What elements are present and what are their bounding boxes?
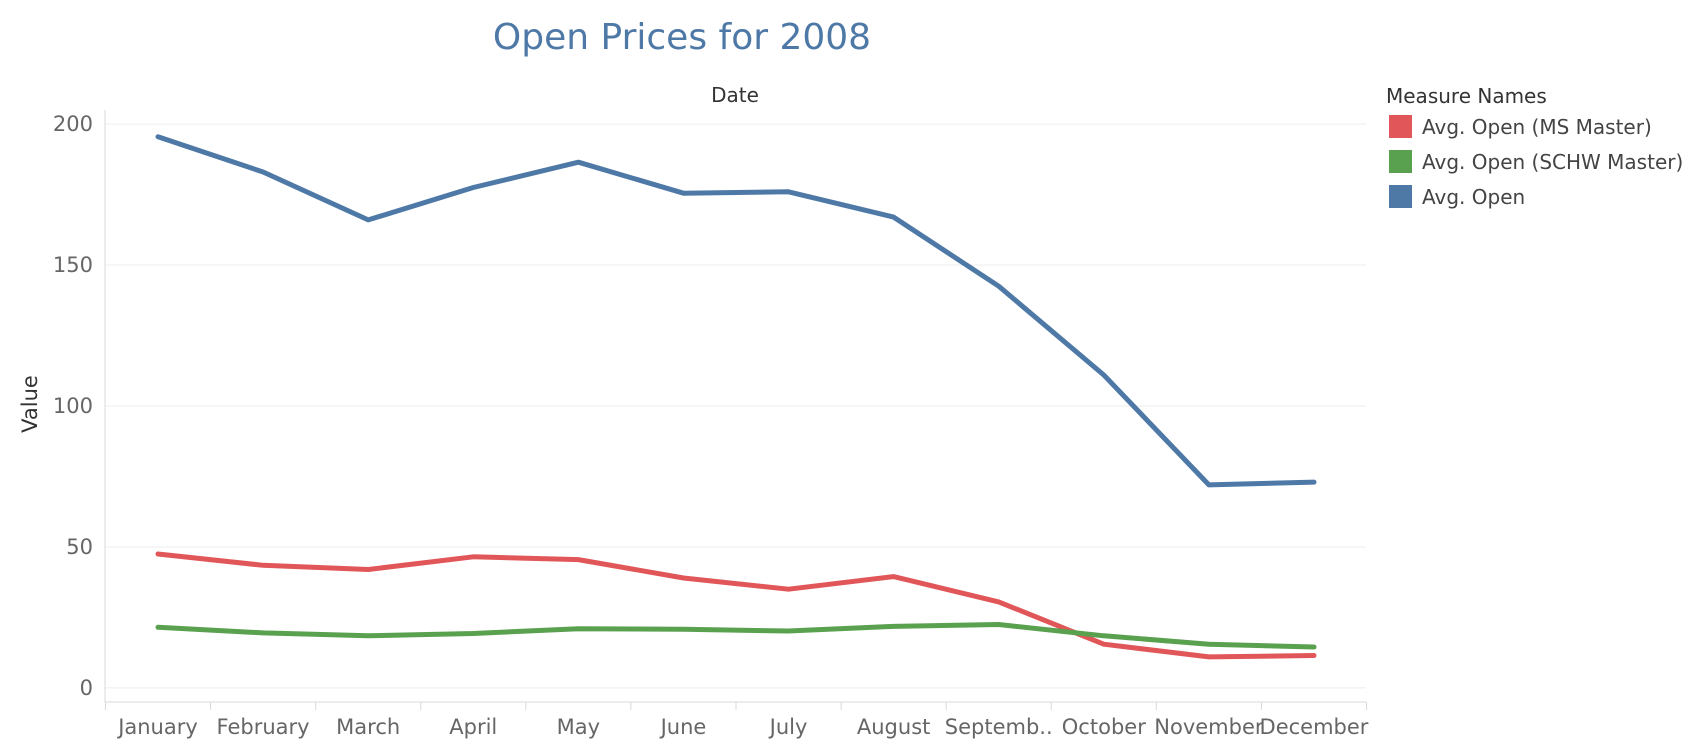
y-axis-label: Value xyxy=(18,375,42,433)
x-tick-label: March xyxy=(336,715,400,739)
y-tick-label: 0 xyxy=(80,676,93,700)
legend-label-1: Avg. Open (SCHW Master) xyxy=(1422,150,1683,174)
legend-swatch-0 xyxy=(1389,115,1412,138)
chart-title: Open Prices for 2008 xyxy=(493,17,871,58)
series-line-2 xyxy=(155,134,1317,488)
y-tick-label: 50 xyxy=(66,535,93,559)
y-tick-label: 150 xyxy=(53,253,93,277)
x-tick-label: October xyxy=(1062,715,1146,739)
series-line-1 xyxy=(155,622,1317,650)
x-tick-label: Septemb.. xyxy=(945,715,1053,739)
gridlines xyxy=(105,123,1366,689)
x-tick-label: April xyxy=(449,715,497,739)
x-tick-label: December xyxy=(1260,715,1369,739)
column-header: Date xyxy=(711,83,759,107)
legend-swatch-2 xyxy=(1389,185,1412,208)
legend-swatch-1 xyxy=(1389,150,1412,173)
x-tick-label: November xyxy=(1154,715,1264,739)
series-line-0 xyxy=(155,551,1317,660)
series-lines xyxy=(155,134,1317,660)
x-tick-label: July xyxy=(768,715,808,739)
x-tick-label: February xyxy=(217,715,310,739)
legend-label-0: Avg. Open (MS Master) xyxy=(1422,115,1652,139)
x-tick-label: June xyxy=(659,715,707,739)
legend-label-2: Avg. Open xyxy=(1422,185,1525,209)
y-tick-label: 200 xyxy=(53,112,93,136)
x-tick-label: August xyxy=(857,715,931,739)
legend-title: Measure Names xyxy=(1386,84,1547,108)
x-tick-label: January xyxy=(116,715,198,739)
x-axis-ticks: January February March April May June July Augu… xyxy=(104,702,1369,739)
y-tick-label: 100 xyxy=(53,394,93,418)
x-tick-label: May xyxy=(557,715,600,739)
y-axis-ticks: 0 50 100 150 200 xyxy=(53,112,93,700)
legend[interactable]: Measure Names Avg. Open (MS Master) Avg. … xyxy=(1386,84,1683,209)
